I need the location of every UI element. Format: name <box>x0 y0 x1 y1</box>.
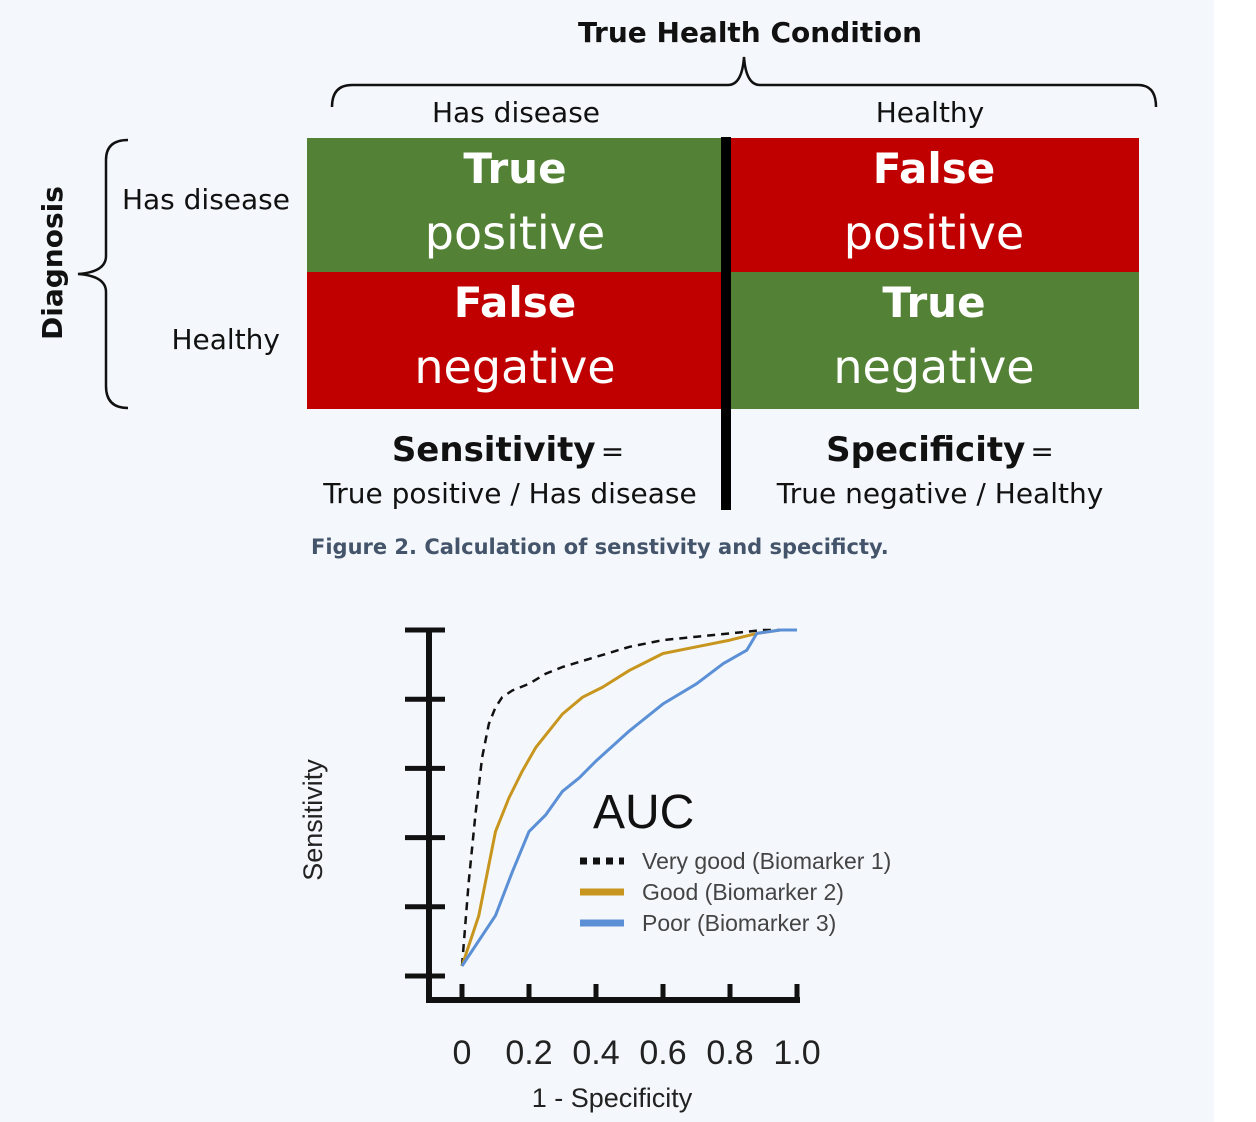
x-tick-label: 0.6 <box>639 1034 686 1072</box>
cell-tn-line1: True <box>882 278 986 327</box>
x-tick-label: 0.2 <box>505 1034 552 1072</box>
cell-false-positive: False positive <box>729 138 1139 272</box>
column-head-has-disease: Has disease <box>431 96 601 129</box>
x-tick-label: 0 <box>453 1034 472 1072</box>
x-tick-label: 0.8 <box>706 1034 753 1072</box>
figure-caption: Figure 2. Calculation of senstivity and … <box>311 535 889 559</box>
series-line-3 <box>460 628 797 967</box>
roc-chart: AUC 1 - Specificity Sensitivity 0 0.2 0.4 0… <box>298 627 891 1113</box>
right-margin-strip <box>1214 0 1256 1122</box>
row-head-has-disease: Has disease <box>121 183 290 216</box>
cell-tp-line1: True <box>463 144 567 193</box>
sensitivity-equals: = <box>600 435 625 468</box>
legend-label-1: Very good (Biomarker 1) <box>642 848 891 874</box>
specificity-equals: = <box>1030 435 1054 468</box>
sensitivity-heading: Sensitivity = <box>308 430 708 470</box>
cell-fp-line1: False <box>872 144 996 193</box>
legend-label-2: Good (Biomarker 2) <box>642 879 844 905</box>
legend-label-3: Poor (Biomarker 3) <box>642 910 836 936</box>
cell-true-positive: True positive <box>307 138 723 272</box>
y-axis-label: Sensitivity <box>298 759 328 881</box>
cell-fn-line2: negative <box>414 340 616 394</box>
sensitivity-formula: True positive / Has disease <box>323 477 697 510</box>
specificity-formula: True negative / Healthy <box>776 477 1104 510</box>
left-brace <box>77 138 129 410</box>
x-tick-label: 0.4 <box>572 1034 619 1072</box>
sensitivity-name: Sensitivity <box>391 430 596 470</box>
x-tick-label: 1.0 <box>773 1034 820 1072</box>
column-head-healthy: Healthy <box>875 96 985 129</box>
top-brace <box>330 56 1158 108</box>
series-line-2 <box>460 628 797 967</box>
column-divider <box>721 137 731 510</box>
specificity-heading: Specificity = <box>740 430 1140 470</box>
cell-fp-line2: positive <box>843 206 1025 260</box>
cell-false-negative: False negative <box>307 272 723 409</box>
row-head-healthy: Healthy <box>171 323 280 356</box>
chart-title: AUC <box>593 786 694 839</box>
cell-tn-line2: negative <box>833 340 1035 394</box>
cell-fn-line1: False <box>453 278 577 327</box>
true-condition-title: True Health Condition <box>578 16 922 49</box>
series-line-1 <box>460 628 797 967</box>
cell-tp-line2: positive <box>424 206 606 260</box>
specificity-name: Specificity <box>826 430 1026 470</box>
cell-true-negative: True negative <box>729 272 1139 409</box>
x-axis-label: 1 - Specificity <box>532 1083 693 1113</box>
